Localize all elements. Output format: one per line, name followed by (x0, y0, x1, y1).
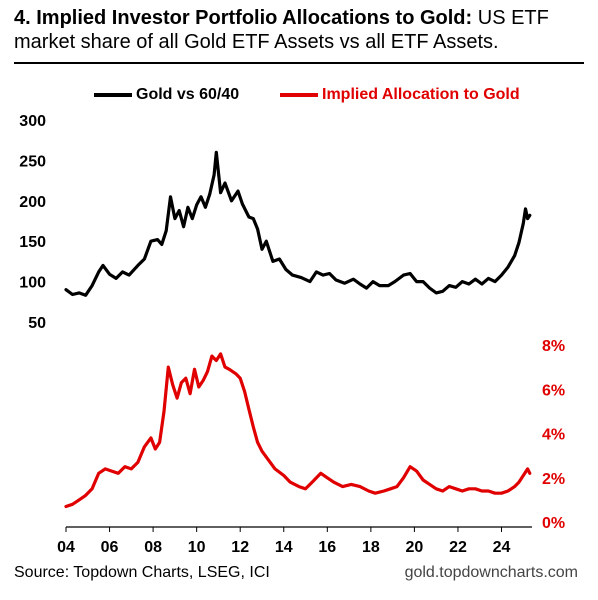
chart-title-bold: 4. Implied Investor Portfolio Allocation… (14, 7, 473, 29)
title-divider (14, 62, 584, 64)
x-tick-label-24: 24 (493, 539, 511, 556)
x-tick-label-08: 08 (144, 539, 162, 556)
y-right-tick-label-2%: 2% (542, 471, 565, 488)
site-credit: gold.topdowncharts.com (404, 564, 578, 581)
legend-item-implied-allocation: Implied Allocation to Gold (280, 86, 520, 104)
series-line-gold-vs-6040 (64, 150, 532, 297)
x-tick-label-22: 22 (449, 539, 467, 556)
x-tick-label-18: 18 (362, 539, 380, 556)
y-left-tick-label-200: 200 (19, 194, 46, 211)
x-tick-label-20: 20 (406, 539, 424, 556)
legend-swatch-red (280, 93, 318, 97)
x-tick-label-04: 04 (57, 539, 75, 556)
x-tick-label-06: 06 (101, 539, 119, 556)
y-right-tick-label-4%: 4% (542, 427, 565, 444)
legend-label-implied-allocation: Implied Allocation to Gold (322, 86, 520, 103)
chart-title-rest: US ETF market share of all Gold ETF Asse… (14, 7, 549, 53)
legend-swatch-black (94, 93, 132, 97)
x-tick-label-16: 16 (318, 539, 336, 556)
y-right-tick-label-0%: 0% (542, 515, 565, 532)
legend: Gold vs 60/40 Implied Allocation to Gold (0, 86, 598, 108)
x-tick-label-14: 14 (275, 539, 293, 556)
legend-item-gold-vs-6040: Gold vs 60/40 (94, 86, 239, 104)
y-left-tick-label-300: 300 (19, 113, 46, 130)
y-right-tick-label-6%: 6% (542, 382, 565, 399)
x-tick-label-12: 12 (231, 539, 249, 556)
y-right-tick-label-8%: 8% (542, 338, 565, 355)
x-tick-label-10: 10 (188, 539, 206, 556)
source-note: Source: Topdown Charts, LSEG, ICI (14, 564, 270, 581)
series-line-implied-allocation (64, 352, 532, 509)
y-left-tick-label-50: 50 (28, 315, 46, 332)
y-left-tick-label-150: 150 (19, 234, 46, 251)
legend-label-gold-vs-6040: Gold vs 60/40 (136, 86, 240, 103)
y-left-tick-label-100: 100 (19, 275, 46, 292)
y-left-tick-label-250: 250 (19, 153, 46, 170)
chart-title: 4. Implied Investor Portfolio Allocation… (14, 6, 584, 54)
